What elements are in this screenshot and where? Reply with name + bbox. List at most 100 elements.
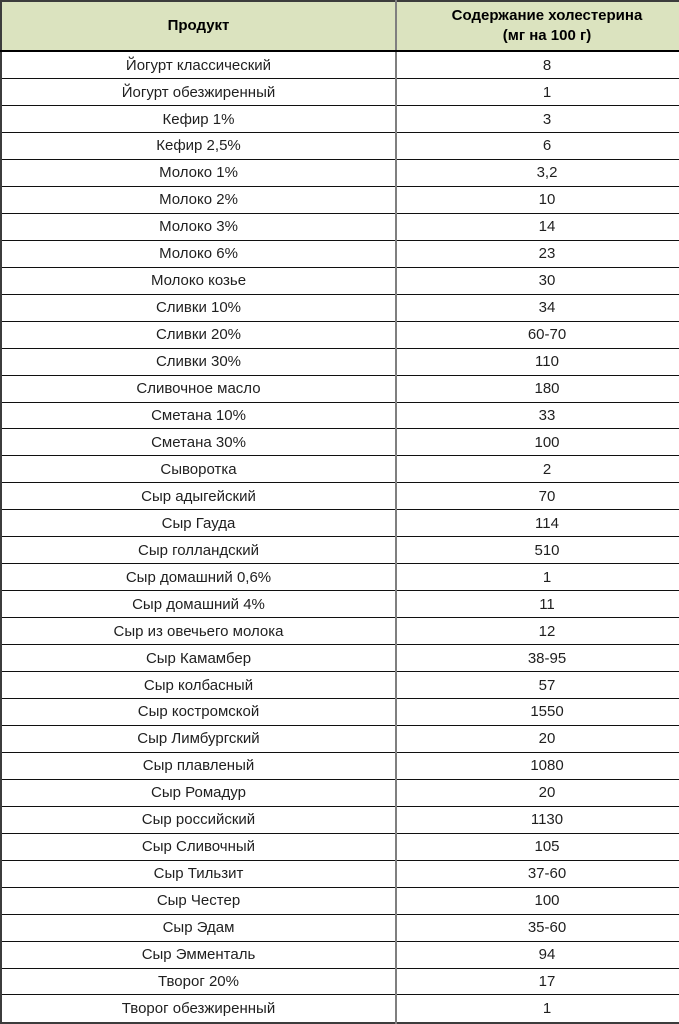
product-cell: Кефир 1%: [1, 105, 396, 133]
product-cell: Молоко 6%: [1, 239, 396, 268]
table-row: Сыр Камамбер 38-95: [1, 644, 679, 673]
product-cell: Сыр домашний 4%: [1, 590, 396, 619]
table-row: Сыр Сливочный 105: [1, 832, 679, 861]
value-cell: 1: [395, 994, 679, 1024]
product-cell: Творог 20%: [1, 967, 396, 996]
value-column-header-line1: Содержание холестерина: [451, 6, 643, 24]
product-cell: Молоко козье: [1, 266, 396, 295]
table-row: Сыр Тильзит 37-60: [1, 859, 679, 888]
table-row: Сливки 30% 110: [1, 347, 679, 376]
product-cell: Кефир 2,5%: [1, 131, 396, 160]
product-cell: Сыр голландский: [1, 536, 396, 565]
product-cell: Сыр Эдам: [1, 913, 396, 942]
table-body: Йогурт классический 8 Йогурт обезжиренный 1…: [1, 50, 679, 1024]
table-row: Сливочное масло 180: [1, 374, 679, 403]
value-cell: 110: [395, 347, 679, 376]
product-cell: Сыр адыгейский: [1, 482, 396, 511]
value-cell: 100: [395, 886, 679, 915]
product-cell: Сливки 30%: [1, 347, 396, 376]
value-cell: 8: [395, 50, 679, 80]
table-row: Сыр Эмменталь 94: [1, 940, 679, 969]
value-cell: 37-60: [395, 859, 679, 888]
value-cell: 14: [395, 212, 679, 241]
value-cell: 12: [395, 617, 679, 646]
product-cell: Сыр домашний 0,6%: [1, 563, 396, 592]
table-row: Сметана 10% 33: [1, 401, 679, 430]
table-row: Творог обезжиренный 1: [1, 994, 679, 1024]
value-cell: 30: [395, 266, 679, 295]
product-cell: Сыр Ромадур: [1, 778, 396, 807]
value-cell: 100: [395, 428, 679, 457]
value-cell: 20: [395, 724, 679, 753]
table-row: Молоко 1% 3,2: [1, 158, 679, 187]
product-cell: Сыворотка: [1, 455, 396, 484]
table-row: Сыр голландский 510: [1, 536, 679, 565]
product-cell: Сыр колбасный: [1, 671, 396, 699]
product-cell: Сливочное масло: [1, 374, 396, 403]
value-cell: 6: [395, 131, 679, 160]
product-cell: Молоко 2%: [1, 185, 396, 214]
value-cell: 23: [395, 239, 679, 268]
table-row: Сыр костромской 1550: [1, 698, 679, 726]
table-row: Сыворотка 2: [1, 455, 679, 484]
product-cell: Сыр Честер: [1, 886, 396, 915]
table-row: Сыр домашний 0,6% 1: [1, 563, 679, 592]
table-row: Кефир 1% 3: [1, 105, 679, 133]
value-cell: 180: [395, 374, 679, 403]
table-row: Молоко козье 30: [1, 266, 679, 295]
table-row: Сыр Честер 100: [1, 886, 679, 915]
value-cell: 70: [395, 482, 679, 511]
header-row: Продукт Содержание холестерина (мг на 10…: [1, 0, 679, 52]
value-cell: 105: [395, 832, 679, 861]
value-cell: 1: [395, 78, 679, 107]
product-cell: Сметана 10%: [1, 401, 396, 430]
table-row: Сыр домашний 4% 11: [1, 590, 679, 619]
product-cell: Сыр костромской: [1, 698, 396, 726]
value-cell: 1130: [395, 805, 679, 834]
value-cell: 20: [395, 778, 679, 807]
table-row: Сыр Ромадур 20: [1, 778, 679, 807]
table-row: Сливки 20% 60-70: [1, 320, 679, 349]
product-column-header: Продукт: [1, 0, 396, 52]
value-cell: 94: [395, 940, 679, 969]
table-header: Продукт Содержание холестерина (мг на 10…: [1, 0, 679, 52]
value-cell: 38-95: [395, 644, 679, 673]
product-cell: Молоко 1%: [1, 158, 396, 187]
table-row: Сыр адыгейский 70: [1, 482, 679, 511]
table-row: Сыр российский 1130: [1, 805, 679, 834]
product-cell: Сыр плавленый: [1, 751, 396, 780]
value-cell: 35-60: [395, 913, 679, 942]
value-cell: 34: [395, 293, 679, 322]
table-row: Сыр Гауда 114: [1, 509, 679, 538]
value-column-header: Содержание холестерина (мг на 100 г): [395, 0, 679, 52]
product-cell: Сыр Тильзит: [1, 859, 396, 888]
value-cell: 114: [395, 509, 679, 538]
value-cell: 60-70: [395, 320, 679, 349]
product-cell: Йогурт классический: [1, 50, 396, 80]
product-cell: Сыр из овечьего молока: [1, 617, 396, 646]
table-row: Молоко 6% 23: [1, 239, 679, 268]
table-row: Молоко 3% 14: [1, 212, 679, 241]
table-row: Йогурт классический 8: [1, 50, 679, 80]
table-row: Сыр из овечьего молока 12: [1, 617, 679, 646]
value-cell: 11: [395, 590, 679, 619]
product-cell: Сливки 20%: [1, 320, 396, 349]
value-cell: 2: [395, 455, 679, 484]
value-cell: 510: [395, 536, 679, 565]
value-cell: 1: [395, 563, 679, 592]
table-row: Сыр Эдам 35-60: [1, 913, 679, 942]
table-row: Йогурт обезжиренный 1: [1, 78, 679, 107]
table-row: Сыр колбасный 57: [1, 671, 679, 699]
table-row: Сметана 30% 100: [1, 428, 679, 457]
value-cell: 1080: [395, 751, 679, 780]
value-cell: 1550: [395, 698, 679, 726]
value-cell: 17: [395, 967, 679, 996]
table-row: Кефир 2,5% 6: [1, 131, 679, 160]
product-cell: Йогурт обезжиренный: [1, 78, 396, 107]
value-cell: 3: [395, 105, 679, 133]
value-cell: 10: [395, 185, 679, 214]
table-row: Сыр плавленый 1080: [1, 751, 679, 780]
product-cell: Сливки 10%: [1, 293, 396, 322]
